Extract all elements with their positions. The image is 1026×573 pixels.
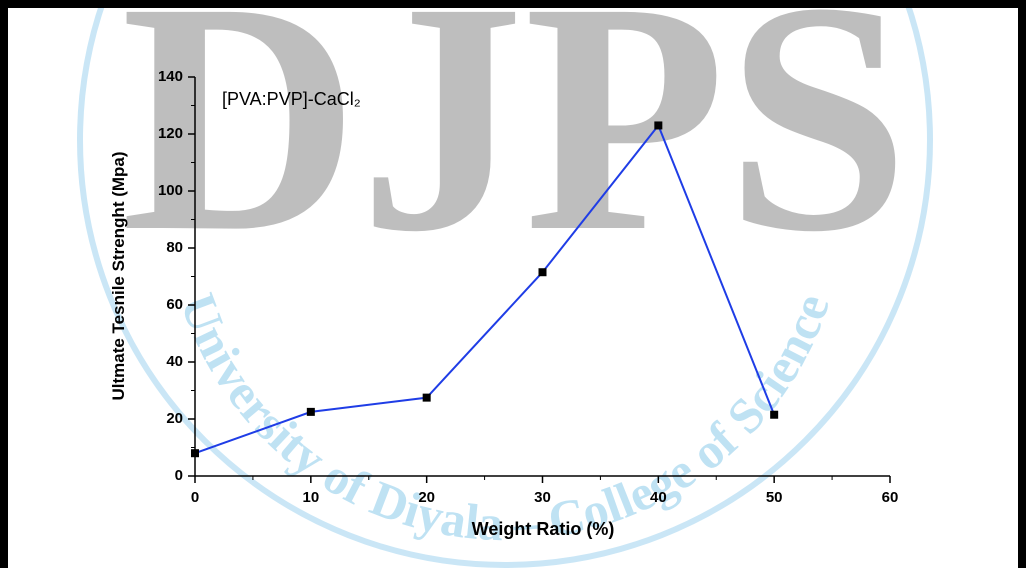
y-tick-label: 80 [166,239,183,256]
marker [191,449,199,457]
y-tick-label: 20 [166,410,183,427]
marker [654,121,662,129]
marker [307,408,315,416]
y-tick-label: 60 [166,296,183,313]
y-tick-label: 100 [158,182,183,199]
x-tick-label: 30 [534,489,551,506]
y-tick-label: 40 [166,353,183,370]
x-tick-label: 10 [302,489,319,506]
x-tick-label: 0 [191,489,199,506]
marker [770,411,778,419]
x-tick-label: 60 [882,489,899,506]
y-axis-label: Ultmate Tesnile Strenght (Mpa) [109,151,128,400]
y-tick-label: 120 [158,125,183,142]
page: DJPS University of Diyala – College of S… [0,0,1026,568]
x-tick-label: 20 [418,489,435,506]
marker [539,268,547,276]
x-axis-label: Weight Ratio (%) [472,519,615,539]
chart: DJPS University of Diyala – College of S… [0,0,1026,568]
annotation: [PVA:PVP]-CaCl₂ [222,89,361,109]
y-tick-label: 0 [175,467,183,484]
x-tick-label: 40 [650,489,667,506]
x-tick-label: 50 [766,489,783,506]
watermark: DJPS University of Diyala – College of S… [80,0,930,565]
marker [423,394,431,402]
watermark-logo: DJPS [121,0,909,300]
y-tick-label: 140 [158,68,183,85]
